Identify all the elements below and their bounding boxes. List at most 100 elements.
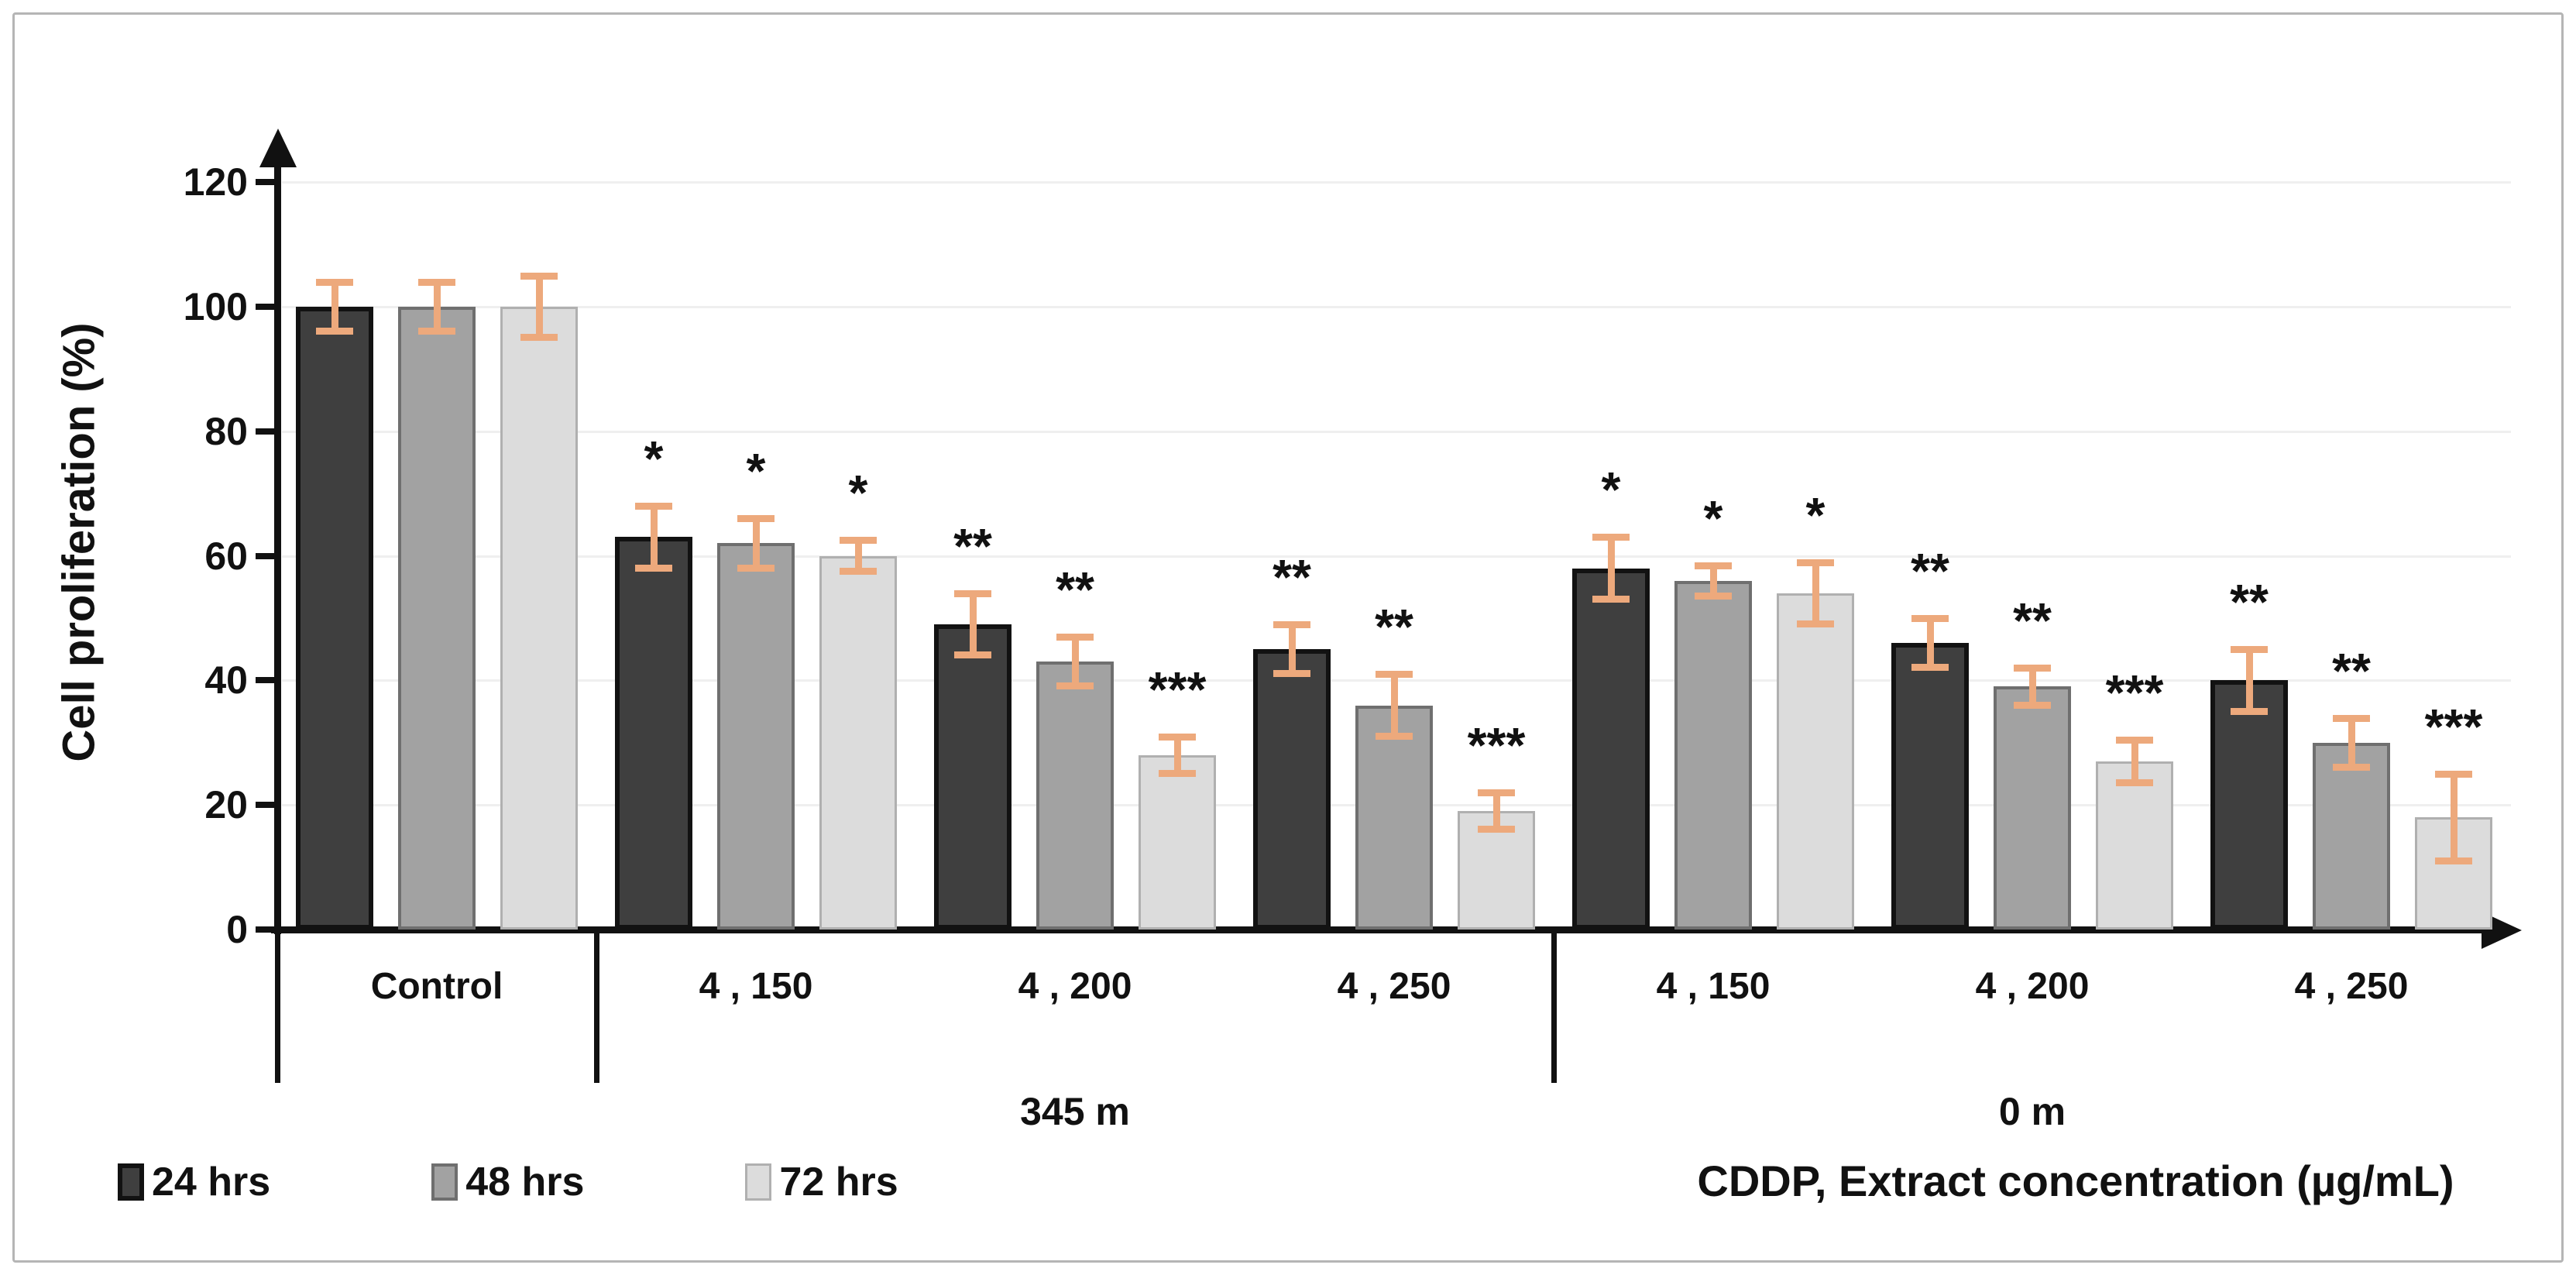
significance-stars: * xyxy=(1703,490,1723,546)
bar xyxy=(398,306,476,930)
error-bar-cap xyxy=(1478,789,1515,797)
bar xyxy=(2415,817,2492,930)
error-bar-cap xyxy=(1695,592,1732,600)
section-label: 345 m xyxy=(1020,1090,1130,1133)
y-axis-title: Cell proliferation (%) xyxy=(53,322,105,762)
bar xyxy=(615,537,692,930)
error-bar-cap xyxy=(737,515,775,523)
significance-stars: * xyxy=(1601,462,1621,518)
significance-stars: * xyxy=(1805,486,1826,543)
y-axis-tick xyxy=(256,428,276,435)
error-bar-cap xyxy=(840,567,877,575)
error-bar-cap xyxy=(954,651,991,659)
error-bar-cap xyxy=(418,278,455,286)
legend-label: 24 hrs xyxy=(152,1160,271,1205)
error-bar-cap xyxy=(1478,826,1515,833)
bar xyxy=(2313,742,2390,930)
bar xyxy=(1994,686,2071,930)
y-axis-tick-label: 0 xyxy=(226,908,248,951)
category-label: 4 , 250 xyxy=(1337,966,1451,1007)
category-label: 4 , 200 xyxy=(1975,966,2090,1007)
y-axis-tick xyxy=(256,677,276,684)
section-label: 0 m xyxy=(1998,1090,2066,1133)
legend-swatch-icon xyxy=(431,1163,459,1201)
error-bar xyxy=(1072,637,1079,687)
error-bar-cap xyxy=(1159,769,1196,777)
error-bar-cap xyxy=(316,278,353,286)
error-bar-cap xyxy=(2231,707,2268,715)
significance-stars: * xyxy=(644,431,664,487)
significance-stars: *** xyxy=(1148,661,1207,717)
significance-stars: ** xyxy=(953,517,992,574)
bar xyxy=(819,555,897,930)
figure-border xyxy=(12,12,2564,1263)
error-bar xyxy=(970,593,977,656)
error-bar xyxy=(536,275,543,339)
y-axis-tick xyxy=(256,552,276,559)
bar xyxy=(500,306,578,930)
error-bar-cap xyxy=(2333,714,2370,722)
bar xyxy=(1355,705,1433,930)
legend-label: 72 hrs xyxy=(779,1160,898,1205)
axis-separator xyxy=(1551,930,1557,1083)
error-bar-cap xyxy=(1695,562,1732,569)
legend-swatch-icon xyxy=(745,1163,772,1201)
bar xyxy=(1572,568,1650,930)
error-bar-cap xyxy=(1056,682,1094,690)
error-bar-cap xyxy=(316,328,353,335)
significance-stars: ** xyxy=(1375,599,1413,655)
error-bar-cap xyxy=(2435,770,2472,778)
error-bar xyxy=(1710,565,1717,596)
axis-separator xyxy=(594,930,599,1083)
error-bar-cap xyxy=(520,272,558,280)
error-bar-cap xyxy=(2116,736,2153,744)
bar xyxy=(1674,580,1752,930)
error-bar-cap xyxy=(635,503,672,510)
error-bar xyxy=(1608,537,1615,600)
error-bar xyxy=(1391,674,1398,737)
legend: 24 hrs 48 hrs 72 hrs xyxy=(118,1160,898,1204)
bar xyxy=(1036,662,1114,930)
error-bar-cap xyxy=(1592,534,1630,541)
x-axis-line xyxy=(271,926,2485,933)
error-bar xyxy=(855,540,862,572)
significance-stars: ** xyxy=(2332,642,2371,699)
category-label: Control xyxy=(370,966,503,1007)
bar xyxy=(1777,593,1854,930)
legend-item: 24 hrs xyxy=(118,1160,270,1204)
y-axis-tick xyxy=(256,179,276,185)
significance-stars: *** xyxy=(1467,717,1526,774)
error-bar xyxy=(2246,649,2253,712)
y-axis-tick-label: 80 xyxy=(204,409,248,453)
error-bar-cap xyxy=(1273,670,1310,678)
axis-separator xyxy=(275,930,280,1083)
error-bar xyxy=(1493,792,1500,830)
error-bar-cap xyxy=(1159,733,1196,741)
error-bar-cap xyxy=(2014,701,2051,709)
bar xyxy=(2210,680,2288,930)
gridline xyxy=(282,305,2511,308)
error-bar-cap xyxy=(520,334,558,342)
error-bar-cap xyxy=(1056,634,1094,641)
error-bar xyxy=(753,518,760,569)
error-bar-cap xyxy=(840,537,877,545)
significance-stars: ** xyxy=(1911,542,1949,599)
error-bar-cap xyxy=(2333,763,2370,771)
error-bar xyxy=(651,506,658,569)
gridline xyxy=(282,555,2511,558)
error-bar xyxy=(1927,617,1934,668)
y-axis-tick-label: 60 xyxy=(204,534,248,578)
error-bar xyxy=(331,281,338,332)
bar xyxy=(1139,754,1216,930)
category-label: 4 , 250 xyxy=(2294,966,2409,1007)
error-bar-cap xyxy=(1376,732,1413,740)
error-bar-cap xyxy=(1797,558,1834,566)
y-axis-tick xyxy=(256,926,276,933)
legend-swatch-icon xyxy=(118,1163,144,1201)
significance-stars: *** xyxy=(2424,698,2483,754)
error-bar-cap xyxy=(2116,779,2153,787)
error-bar-cap xyxy=(1797,620,1834,627)
error-bar xyxy=(2451,773,2458,861)
y-axis-tick-label: 100 xyxy=(183,284,248,328)
